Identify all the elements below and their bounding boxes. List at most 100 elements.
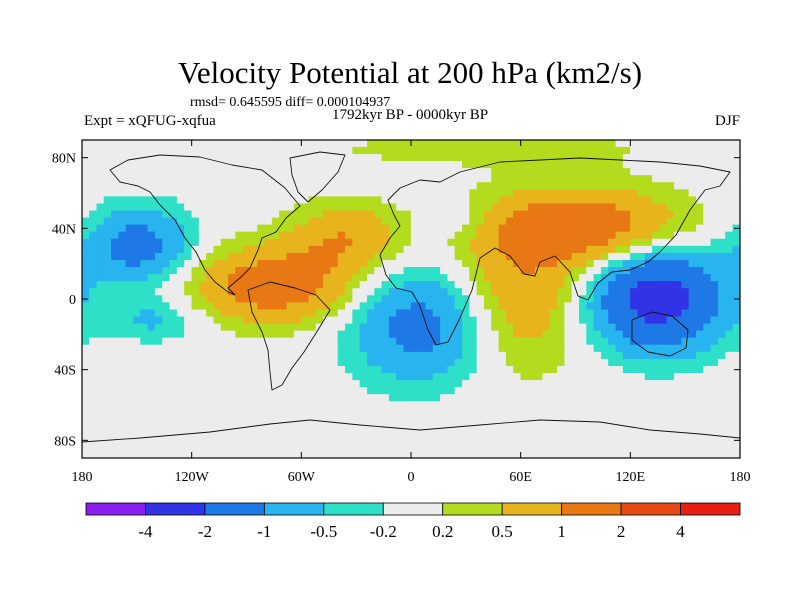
field-cell [695,245,705,254]
field-cell [374,217,383,226]
field-cell [301,387,310,396]
field-cell [564,316,573,325]
field-cell [235,175,244,184]
field-cell [644,401,654,410]
field-cell [103,380,112,389]
field-cell [666,259,675,268]
field-cell [176,217,186,226]
field-cell [644,351,654,360]
field-cell [644,302,654,311]
colorbar-box [204,502,265,516]
field-cell [242,443,251,452]
field-cell [133,203,142,212]
field-cell [257,288,266,297]
field-cell [366,217,376,226]
field-cell [674,252,683,261]
field-cell [549,182,558,191]
field-cell [206,394,215,403]
field-cell [103,140,112,148]
field-cell [184,182,193,191]
field-cell [337,302,346,311]
field-cell [469,238,478,247]
field-cell [644,330,654,339]
field-cell [279,323,288,332]
field-cell [96,182,105,191]
field-cell [330,267,339,276]
field-cell [140,422,149,431]
field-cell [637,140,646,148]
field-cell [593,436,602,445]
field-cell [103,387,112,396]
field-cell [688,401,697,410]
field-cell [432,168,441,177]
y-tick-label: 40S [54,364,76,379]
field-cell [600,422,610,431]
field-cell [162,302,171,311]
field-cell [491,267,500,276]
field-cell [564,217,573,226]
field-cell [637,203,646,212]
field-cell [103,330,112,339]
field-cell [169,267,178,276]
field-cell [630,429,639,438]
field-cell [717,231,727,240]
field-cell [425,281,434,290]
field-cell [659,288,668,297]
field-cell [235,252,244,261]
field-cell [264,365,273,374]
field-cell [206,323,215,332]
field-cell [659,140,668,148]
field-cell [586,140,595,148]
field-cell [308,259,317,268]
field-cell [140,295,149,304]
field-cell [695,408,705,417]
field-cell [630,436,639,445]
field-cell [374,401,383,410]
field-cell [103,408,112,417]
field-cell [301,168,310,177]
field-cell [425,161,434,170]
field-cell [147,394,156,403]
field-cell [82,380,91,389]
field-cell [345,140,354,148]
field-cell [147,351,156,360]
field-cell [89,394,98,403]
field-cell [432,146,441,155]
field-cell [571,140,580,148]
field-cell [213,168,222,177]
field-cell [440,238,449,247]
field-cell [418,443,427,452]
field-cell [505,422,515,431]
field-cell [220,295,229,304]
field-cell [527,408,537,417]
field-cell [198,203,208,212]
field-cell [125,443,134,452]
field-cell [535,316,544,325]
field-cell [564,323,573,332]
field-cell [279,358,288,367]
field-cell [440,217,449,226]
field-cell [469,422,478,431]
field-cell [462,344,471,353]
field-cell [162,309,171,318]
field-cell [381,415,390,424]
field-cell [220,168,229,177]
field-cell [220,422,229,431]
field-cell [308,217,317,226]
field-cell [630,168,639,177]
field-cell [388,380,398,389]
field-cell [600,401,610,410]
field-cell [571,252,580,261]
field-cell [476,302,485,311]
field-cell [176,302,186,311]
field-cell [564,309,573,318]
field-cell [476,295,485,304]
field-cell [608,309,617,318]
field-cell [96,351,105,360]
field-cell [425,182,434,191]
field-cell [388,245,398,254]
colorbar-label: 1 [557,522,566,541]
field-cell [169,387,178,396]
field-cell [359,365,368,374]
field-cell [579,175,588,184]
